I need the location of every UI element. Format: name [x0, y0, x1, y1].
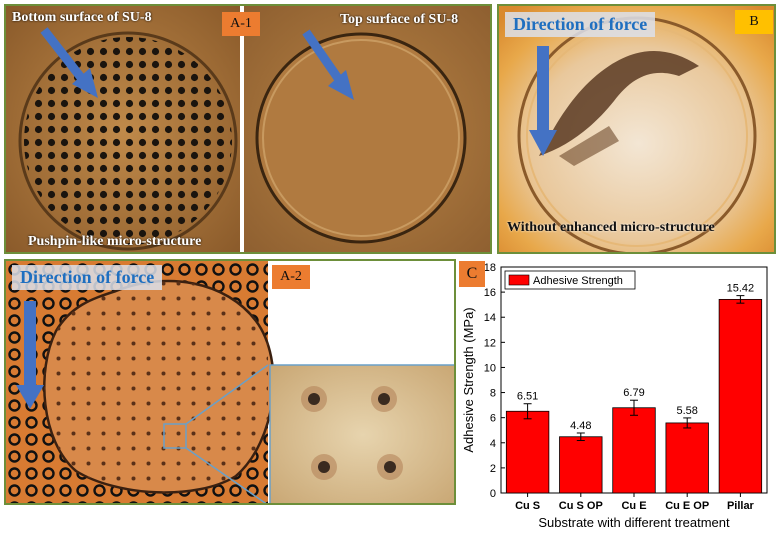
panel-tag-a1: A-1: [222, 12, 260, 36]
panel-a1: Bottom surface of SU-8 Pushpin-like micr…: [4, 4, 492, 254]
force-arrow-icon: [40, 27, 98, 98]
x-tick-label: Cu E: [621, 500, 646, 512]
bar-cu-e: [612, 407, 656, 494]
inset-pushpin-structures: [301, 386, 403, 480]
data-label: 4.48: [570, 420, 591, 432]
y-tick-label: 6: [490, 413, 496, 425]
x-tick-label: Cu S: [515, 500, 540, 512]
panel-a2: Direction of force A-2: [4, 259, 456, 505]
y-tick-label: 16: [484, 287, 496, 299]
y-tick-label: 12: [484, 337, 496, 349]
a2-force-label: Direction of force: [12, 265, 163, 290]
force-arrow-icon: [529, 46, 557, 156]
data-label: 6.79: [623, 387, 644, 399]
y-axis-label: Adhesive Strength (MPa): [461, 307, 476, 452]
y-tick-label: 2: [490, 463, 496, 475]
adhesive-strength-chart: 0 2 4 6 8 10 12 14 16 18 Adhesive Strength (MPa) Su…: [461, 262, 768, 530]
b-caption-bottom: Without enhanced micro-structure: [507, 220, 715, 235]
y-tick-label: 0: [490, 488, 496, 500]
y-tick-label: 18: [484, 262, 496, 274]
panel-c: C 0 2 4 6 8 10 12 14 16 18 Adhesive Strength (MPa)…: [459, 259, 777, 533]
bar-pillar: [718, 298, 763, 494]
b-force-label: Direction of force: [505, 12, 656, 37]
bar-cu-s-op: [559, 436, 603, 494]
x-tick-label: Cu E OP: [665, 500, 709, 512]
panel-tag-a2: A-2: [272, 265, 310, 289]
y-tick-label: 8: [490, 388, 496, 400]
legend-label: Adhesive Strength: [533, 275, 623, 287]
force-arrow-icon: [302, 29, 354, 100]
x-tick-label: Pillar: [727, 500, 755, 512]
a1-left-caption-top: Bottom surface of SU-8: [12, 10, 152, 25]
panel-a1-micrograph: [6, 6, 490, 252]
panel-b: Direction of force Without enhanced micr…: [497, 4, 776, 254]
panel-tag-b: B: [735, 10, 773, 34]
bar-cu-e-op: [665, 422, 709, 494]
x-axis-label: Substrate with different treatment: [538, 515, 730, 530]
a1-right-caption-top: Top surface of SU-8: [340, 12, 459, 27]
data-label: 6.51: [517, 391, 538, 403]
panel-b-micrograph: [499, 6, 774, 252]
panel-a2-micrograph: [6, 261, 454, 503]
bar-cu-s: [505, 410, 550, 494]
panel-tag-c: C: [459, 261, 485, 287]
force-arrow-icon: [16, 301, 44, 409]
y-tick-label: 14: [484, 312, 496, 324]
a1-left-caption-bottom: Pushpin-like micro-structure: [28, 234, 202, 249]
x-tick-label: Cu S OP: [559, 500, 603, 512]
y-tick-label: 4: [490, 438, 496, 450]
legend-swatch: [508, 274, 530, 286]
data-label: 15.42: [727, 283, 755, 295]
legend-box: [504, 270, 636, 290]
data-label: 5.58: [676, 405, 697, 417]
y-tick-label: 10: [484, 362, 496, 374]
chart-axes: 0 2 4 6 8 10 12 14 16 18 Adhesive Strength (MPa) Su…: [461, 262, 768, 530]
